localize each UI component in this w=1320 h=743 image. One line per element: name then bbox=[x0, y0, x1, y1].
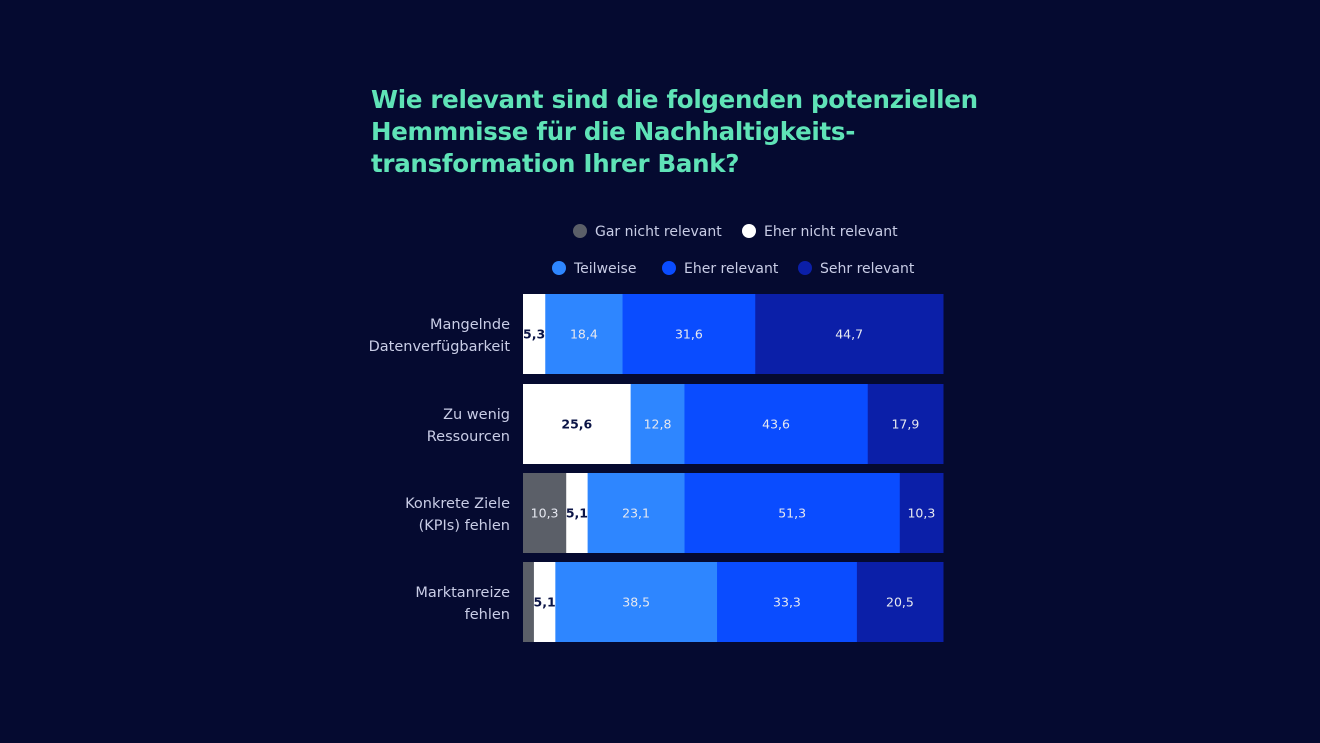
legend-label: Gar nicht relevant bbox=[595, 224, 722, 240]
bar-segment bbox=[899, 473, 944, 553]
bars: 5,3 18,4 31,6 44,7 25,6 12,8 43,6 17,9 10,3 5,1 23… bbox=[523, 294, 944, 642]
legend-label: Teilweise bbox=[573, 261, 636, 277]
bar-segment bbox=[555, 562, 718, 642]
legend-marker bbox=[742, 224, 756, 238]
category-label: Konkrete Ziele (KPIs) fehlen bbox=[405, 496, 510, 534]
data-label: 10,3 bbox=[907, 506, 935, 521]
bar-segment bbox=[630, 384, 685, 464]
bar-segment bbox=[545, 294, 624, 374]
data-label: 5,1 bbox=[566, 506, 588, 521]
legend-label: Eher nicht relevant bbox=[764, 224, 898, 240]
bar-segment bbox=[523, 294, 546, 374]
legend-marker bbox=[662, 261, 676, 275]
data-label: 10,3 bbox=[531, 506, 559, 521]
data-label: 20,5 bbox=[886, 595, 914, 610]
bar-segment bbox=[684, 384, 869, 464]
bar-segment bbox=[523, 562, 535, 642]
legend-label: Eher relevant bbox=[684, 261, 779, 277]
legend: Gar nicht relevant Eher nicht relevant Tei… bbox=[552, 224, 915, 277]
data-label: 44,7 bbox=[835, 327, 863, 342]
bar-segment bbox=[587, 473, 686, 553]
data-label: 23,1 bbox=[622, 506, 650, 521]
bar-segment bbox=[717, 562, 858, 642]
bar-segment bbox=[684, 473, 901, 553]
data-label: 51,3 bbox=[778, 506, 806, 521]
category-label: Mangelnde Datenverfügbarkeit bbox=[369, 317, 511, 355]
data-label: 5,3 bbox=[523, 327, 545, 342]
data-label: 31,6 bbox=[675, 327, 703, 342]
bar-segment bbox=[566, 473, 589, 553]
data-label: 25,6 bbox=[561, 417, 592, 432]
bar-segment bbox=[622, 294, 756, 374]
category-label: Marktanreize fehlen bbox=[415, 585, 510, 623]
category-label: Zu wenig Ressourcen bbox=[427, 407, 510, 445]
data-label: 38,5 bbox=[622, 595, 650, 610]
data-label: 17,9 bbox=[891, 417, 919, 432]
data-label: 43,6 bbox=[762, 417, 790, 432]
category-labels: Mangelnde Datenverfügbarkeit Zu wenig Resso… bbox=[369, 317, 511, 623]
bar-segment bbox=[755, 294, 944, 374]
bar-segment bbox=[523, 384, 632, 464]
legend-marker bbox=[552, 261, 566, 275]
bar-segment bbox=[856, 562, 944, 642]
chart-title: Wie relevant sind die folgenden potenzie… bbox=[371, 85, 978, 178]
legend-marker bbox=[798, 261, 812, 275]
legend-marker bbox=[573, 224, 587, 238]
bar-segment bbox=[533, 562, 556, 642]
bar-segment bbox=[523, 473, 567, 553]
legend-label: Sehr relevant bbox=[820, 261, 915, 277]
data-label: 5,1 bbox=[534, 595, 556, 610]
data-label: 33,3 bbox=[773, 595, 801, 610]
data-label: 12,8 bbox=[644, 417, 672, 432]
data-label: 18,4 bbox=[570, 327, 598, 342]
bar-segment bbox=[867, 384, 944, 464]
